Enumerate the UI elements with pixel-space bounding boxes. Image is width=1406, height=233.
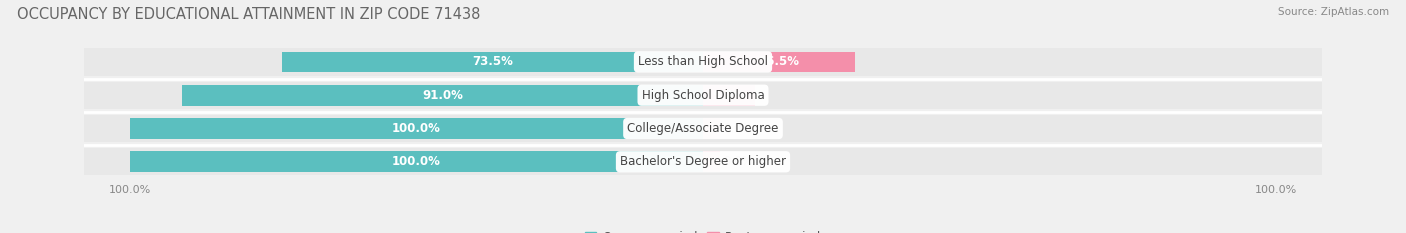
Bar [84,148,1322,175]
Bar [703,51,855,72]
Text: High School Diploma: High School Diploma [641,89,765,102]
Text: 26.5%: 26.5% [758,55,800,69]
Text: Source: ZipAtlas.com: Source: ZipAtlas.com [1278,7,1389,17]
Bar [84,82,1322,109]
Text: Bachelor's Degree or higher: Bachelor's Degree or higher [620,155,786,168]
Text: Less than High School: Less than High School [638,55,768,69]
Text: OCCUPANCY BY EDUCATIONAL ATTAINMENT IN ZIP CODE 71438: OCCUPANCY BY EDUCATIONAL ATTAINMENT IN Z… [17,7,481,22]
Bar [84,115,1322,142]
Text: College/Associate Degree: College/Associate Degree [627,122,779,135]
Text: 9.0%: 9.0% [713,89,745,102]
Text: 100.0%: 100.0% [392,122,441,135]
Bar [283,51,703,72]
Text: 73.5%: 73.5% [472,55,513,69]
Bar [84,48,1322,75]
Legend: Owner-occupied, Renter-occupied: Owner-occupied, Renter-occupied [579,226,827,233]
Text: 0.0%: 0.0% [723,122,752,135]
Bar [131,151,703,172]
Bar [131,118,703,139]
Bar [181,85,703,106]
Bar [703,85,755,106]
Bar [703,151,720,172]
Bar [703,118,720,139]
Text: 100.0%: 100.0% [392,155,441,168]
Text: 91.0%: 91.0% [422,89,463,102]
Text: 0.0%: 0.0% [723,155,752,168]
